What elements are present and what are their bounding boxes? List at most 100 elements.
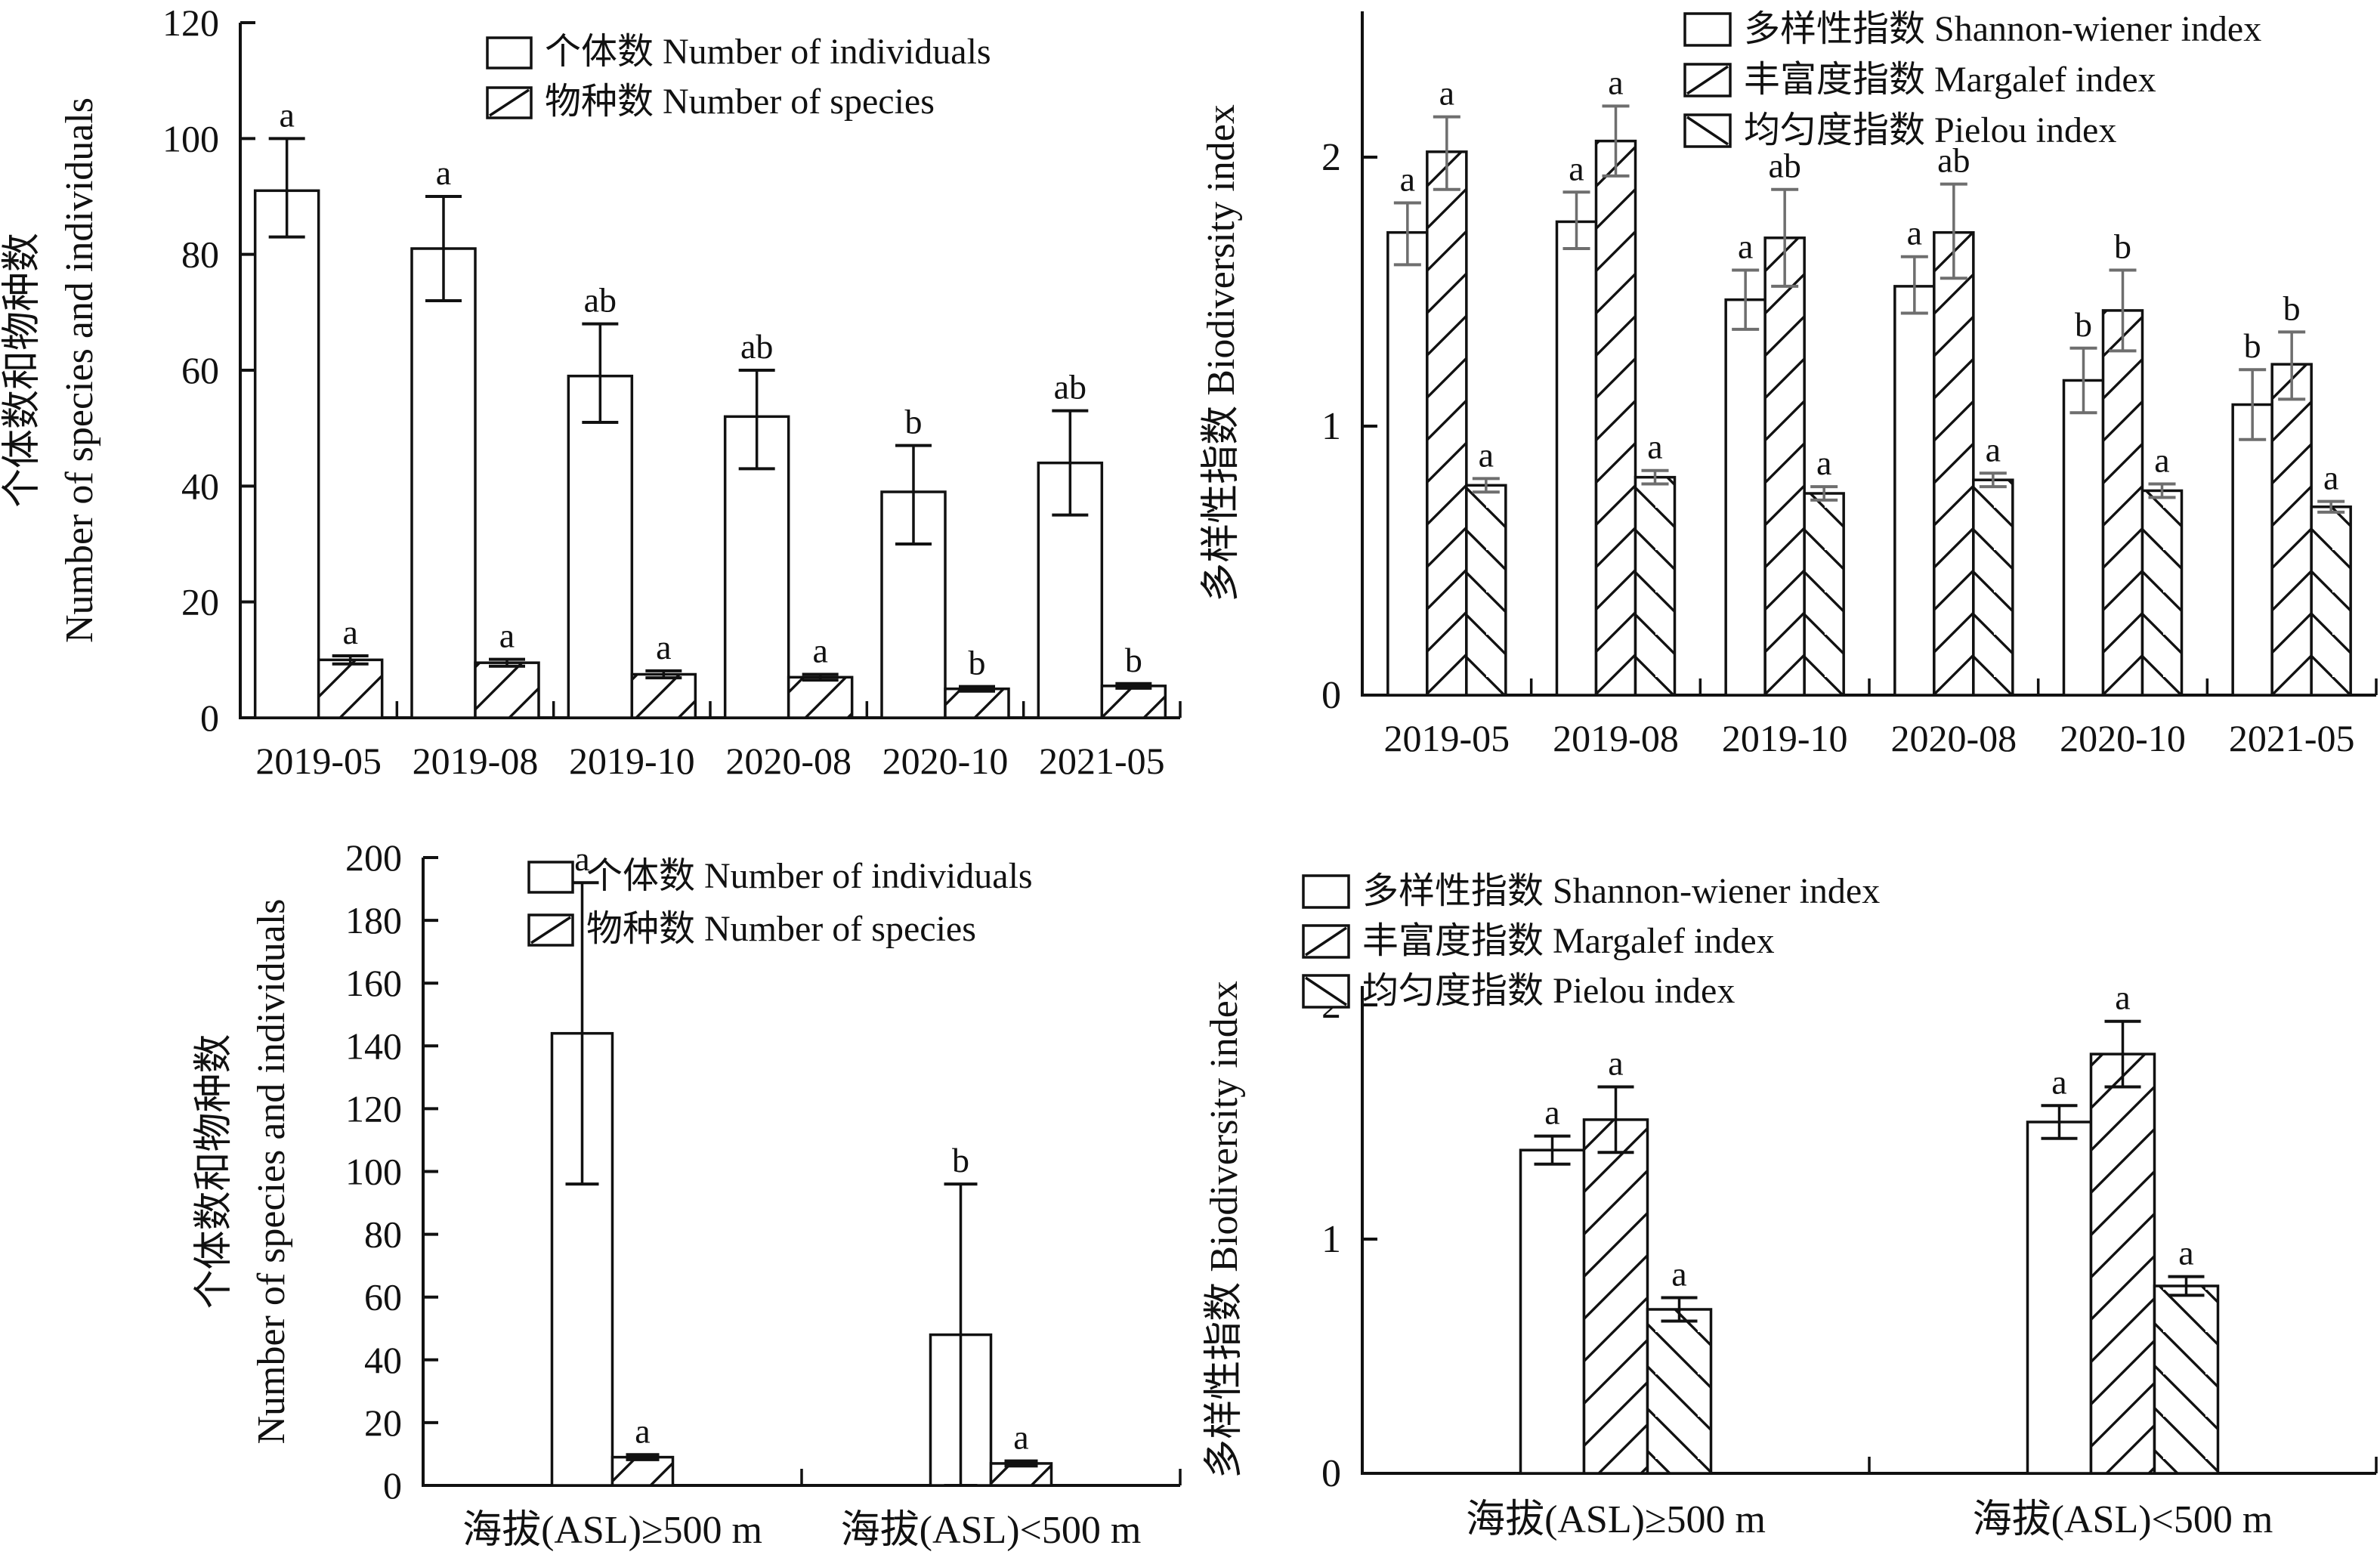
x-category-label: 海拔(ASL)≥500 m — [462, 1509, 762, 1552]
bar-pielou-index — [1803, 492, 1845, 697]
significance-letter: a — [1647, 428, 1662, 466]
legend-swatch — [486, 36, 533, 70]
legend-label: 物种数 Number of species — [586, 909, 976, 949]
x-category-label: 海拔(ASL)<500 m — [1973, 1498, 2273, 1541]
x-category-label: 2019-10 — [1722, 717, 1848, 759]
y-axis-title: 多样性指数 Biodiversity index — [1200, 104, 1243, 602]
significance-letter: a — [2178, 1234, 2193, 1272]
y-tick-label: 0 — [1321, 1452, 1341, 1495]
significance-letter: a — [342, 613, 357, 651]
bar-number-of-species — [474, 661, 540, 719]
x-category-label: 2021-05 — [2229, 717, 2355, 759]
legend-item: 多样性指数 Shannon-wiener index — [1302, 871, 1880, 911]
legend-item: 个体数 Number of individuals — [527, 856, 1033, 896]
legend-item: 均匀度指数 Pielou index — [1302, 971, 1735, 1011]
y-tick-label: 0 — [200, 697, 219, 739]
bar-number-of-individuals — [1037, 461, 1104, 719]
bar-shannon-wiener-index — [2062, 379, 2105, 697]
y-tick-label: 60 — [364, 1276, 402, 1318]
legend-swatch-hatch-forward — [530, 916, 571, 944]
y-tick-label: 40 — [181, 465, 219, 507]
bar-chart-species-individuals-by-altitude: 0 20 40 60 80 100 120 140 160 180 200 a b a a 海拔(ASL)≥5… — [193, 836, 1182, 1552]
significance-letter: a — [1608, 63, 1623, 101]
bar-number-of-species — [944, 687, 1010, 719]
y-tick-label: 180 — [345, 899, 402, 941]
bar-pielou-index — [1646, 1308, 1713, 1475]
x-category-label: 2020-10 — [882, 740, 1009, 782]
bar-pielou-index — [2140, 489, 2184, 697]
significance-letter: a — [1907, 214, 1922, 252]
significance-letter: a — [1671, 1255, 1686, 1294]
x-category-label: 海拔(ASL)<500 m — [841, 1509, 1142, 1552]
bar-shannon-wiener-index — [1555, 220, 1598, 697]
significance-letter: b — [2114, 227, 2131, 266]
legend-label: 个体数 Number of individuals — [586, 856, 1033, 896]
y-tick-label: 0 — [1321, 674, 1341, 717]
bar-number-of-species — [610, 1455, 675, 1487]
legend-item: 丰富度指数 Margalef index — [1302, 921, 1775, 961]
significance-letter: b — [1125, 641, 1142, 679]
bar-margalef-index — [2270, 363, 2313, 697]
significance-letter: a — [1986, 430, 2001, 468]
y-tick-label: 120 — [162, 2, 219, 44]
bar-number-of-individuals — [410, 247, 477, 719]
bar-number-of-individuals — [550, 1031, 614, 1487]
legend-swatch — [1683, 12, 1732, 47]
y-axis-title: 多样性指数 Biodiversity index — [1203, 981, 1246, 1479]
bar-number-of-individuals — [567, 374, 634, 719]
significance-letter: b — [2283, 289, 2301, 327]
y-tick-label: 200 — [345, 836, 402, 879]
bar-pielou-index — [2310, 505, 2352, 697]
significance-letter: ab — [1768, 147, 1800, 185]
x-category-label: 2020-08 — [725, 740, 852, 782]
bar-margalef-index — [1594, 139, 1637, 697]
legend-label: 物种数 Number of species — [545, 82, 935, 122]
chart-panel-biodiversity-index-by-date: 0 1 2 a a a a b b a a ab ab b b a a a a a a 2019-05 2019-08 201… — [1190, 0, 2380, 782]
bar-pielou-index — [2153, 1284, 2220, 1475]
significance-letter: a — [1738, 227, 1753, 266]
y-tick-label: 80 — [364, 1213, 402, 1256]
x-category-label: 2020-10 — [2060, 717, 2186, 759]
significance-letter: a — [499, 617, 515, 655]
legend-item: 均匀度指数 Pielou index — [1683, 110, 2116, 150]
y-tick-label: 100 — [345, 1151, 402, 1193]
y-tick-label: 120 — [345, 1087, 402, 1130]
legend-label: 丰富度指数 Margalef index — [1362, 921, 1775, 961]
bar-shannon-wiener-index — [2231, 403, 2273, 697]
legend-label: 均匀度指数 Pielou index — [1744, 110, 2116, 150]
y-axis-title-zh: 个体数和物种数 — [1, 233, 44, 508]
legend-swatch-hatch-forward — [1305, 926, 1347, 957]
bar-margalef-index — [2089, 1052, 2156, 1475]
bar-margalef-index — [2101, 309, 2144, 697]
y-axis-title-zh: 个体数和物种数 — [193, 1034, 236, 1309]
legend-swatch-hatch-back — [1686, 116, 1729, 146]
bar-pielou-index — [1634, 475, 1677, 697]
significance-letter: a — [1569, 149, 1584, 187]
y-tick-label: 40 — [364, 1339, 402, 1381]
bar-shannon-wiener-index — [1386, 230, 1429, 697]
legend-label: 多样性指数 Shannon-wiener index — [1744, 9, 2261, 49]
chart-panel-biodiversity-index-by-altitude: 012aaaaaa海拔(ASL)≥500 m海拔(ASL)<500 m多样性指数… — [1190, 782, 2380, 1564]
significance-letter: a — [2154, 441, 2169, 480]
significance-letter: a — [1479, 435, 1494, 474]
significance-letter: a — [635, 1411, 650, 1450]
y-tick-label: 1 — [1321, 1218, 1341, 1261]
y-tick-label: 80 — [181, 233, 219, 276]
significance-letter: ab — [1937, 141, 1970, 180]
y-tick-label: 1 — [1321, 405, 1341, 448]
x-category-label: 2021-05 — [1039, 740, 1165, 782]
bar-pielou-index — [1972, 478, 2014, 697]
significance-letter: a — [812, 632, 827, 670]
significance-letter: b — [952, 1141, 969, 1179]
legend-label: 个体数 Number of individuals — [545, 32, 991, 72]
bar-number-of-species — [1100, 685, 1167, 719]
legend-item: 物种数 Number of species — [527, 909, 976, 949]
bar-number-of-species — [787, 675, 854, 719]
x-category-label: 2020-08 — [1891, 717, 2017, 759]
significance-letter: a — [1816, 444, 1831, 482]
bar-margalef-index — [1582, 1118, 1649, 1475]
significance-letter: b — [2244, 326, 2261, 365]
bar-margalef-index — [1933, 230, 1975, 697]
x-category-label: 2019-10 — [569, 740, 695, 782]
